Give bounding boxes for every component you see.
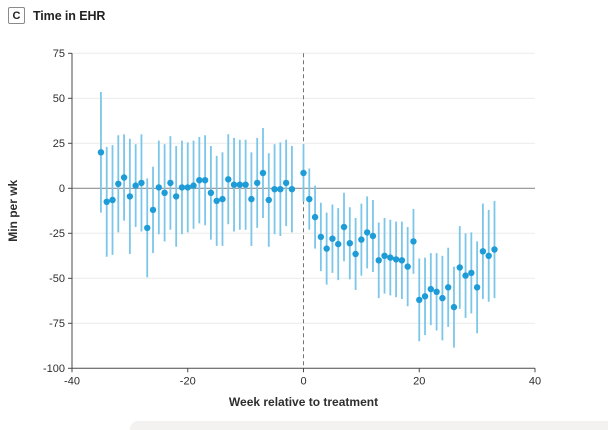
data-point-week--24: [161, 189, 168, 196]
data-point-week-0: [300, 169, 307, 177]
data-point-week--26: [149, 206, 157, 214]
data-point-week--32: [115, 180, 122, 187]
data-point-week-9: [352, 250, 359, 258]
data-point-week-8: [346, 240, 353, 247]
data-point-week--35: [97, 149, 105, 156]
data-point-week-20: [416, 296, 423, 304]
y-tick-label--50: -50: [49, 273, 65, 285]
data-point-week--4: [277, 186, 284, 193]
x-tick-label-40: 40: [529, 375, 541, 387]
data-point-week-30: [473, 284, 481, 291]
data-point-week--29: [132, 182, 139, 189]
data-point-week-15: [387, 254, 394, 261]
data-point-week--11: [236, 181, 244, 188]
data-point-week--10: [242, 181, 249, 188]
y-tick-label--75: -75: [49, 318, 65, 330]
data-point-week--2: [288, 186, 296, 193]
data-point-week--12: [230, 181, 238, 188]
data-point-week--21: [178, 184, 186, 191]
y-tick-label-50: 50: [53, 93, 65, 105]
data-point-week-16: [392, 256, 400, 263]
y-tick-label--25: -25: [49, 228, 65, 240]
data-point-week--3: [282, 179, 290, 187]
data-point-week-11: [363, 229, 371, 236]
panel-letter-badge: C: [8, 7, 25, 24]
data-point-week--27: [144, 224, 151, 232]
data-point-week-22: [427, 285, 435, 293]
data-point-week-1: [306, 195, 313, 203]
data-point-week-10: [358, 236, 365, 243]
data-point-week--5: [271, 186, 278, 193]
data-point-week--28: [138, 179, 145, 187]
data-point-week-13: [375, 257, 382, 264]
data-point-week--23: [167, 179, 174, 187]
x-tick-label--20: -20: [180, 375, 196, 387]
y-tick-label-0: 0: [59, 183, 65, 195]
data-point-week-32: [485, 252, 492, 259]
data-point-week-21: [421, 293, 429, 300]
panel-header: C Time in EHR: [8, 7, 105, 24]
x-tick-label-0: 0: [300, 375, 306, 387]
data-point-week-3: [317, 233, 325, 241]
data-point-week-23: [433, 288, 440, 295]
x-tick-label-20: 20: [413, 375, 425, 387]
data-point-week--13: [225, 176, 232, 183]
data-point-week--19: [190, 182, 197, 189]
data-point-week-31: [479, 248, 487, 255]
data-point-week-6: [335, 240, 342, 248]
y-tick-label--100: -100: [43, 363, 65, 375]
data-point-week--7: [259, 169, 267, 177]
x-axis-title: Week relative to treatment: [229, 395, 378, 409]
data-point-week-26: [450, 303, 458, 311]
data-point-week-4: [323, 245, 330, 252]
data-point-week--9: [248, 195, 255, 203]
data-point-week-28: [462, 272, 469, 279]
data-point-week-14: [381, 252, 388, 259]
panel-title: Time in EHR: [33, 8, 106, 23]
data-point-week-12: [369, 232, 377, 240]
data-point-week-5: [329, 235, 336, 242]
data-point-week--18: [196, 177, 203, 184]
data-point-week--30: [126, 193, 134, 200]
page-background-strip: [130, 421, 608, 430]
data-point-week--34: [103, 198, 110, 205]
data-point-week-27: [456, 264, 463, 271]
data-point-week--33: [109, 196, 116, 204]
data-point-week--6: [265, 196, 272, 204]
data-point-week-17: [398, 257, 406, 264]
data-point-week-24: [439, 294, 446, 302]
data-point-week--8: [254, 179, 261, 187]
data-point-week--15: [213, 197, 220, 205]
data-point-week-2: [311, 213, 319, 221]
data-point-week-7: [340, 223, 348, 231]
y-axis-title: Min per wk: [6, 179, 20, 241]
data-point-week-33: [491, 246, 498, 253]
data-point-week--17: [201, 177, 209, 184]
data-point-week-19: [410, 238, 417, 245]
data-point-week--20: [184, 184, 191, 191]
data-point-week--14: [219, 195, 226, 203]
data-point-week--25: [155, 184, 163, 191]
data-point-week--16: [207, 189, 215, 196]
data-point-week-29: [468, 269, 475, 277]
data-point-week--22: [172, 193, 180, 200]
y-tick-label-75: 75: [53, 48, 65, 60]
y-tick-label-25: 25: [53, 138, 65, 150]
data-point-week--31: [120, 174, 128, 181]
x-tick-label--40: -40: [64, 375, 80, 387]
data-point-week-25: [444, 284, 452, 291]
data-point-week-18: [404, 263, 411, 270]
